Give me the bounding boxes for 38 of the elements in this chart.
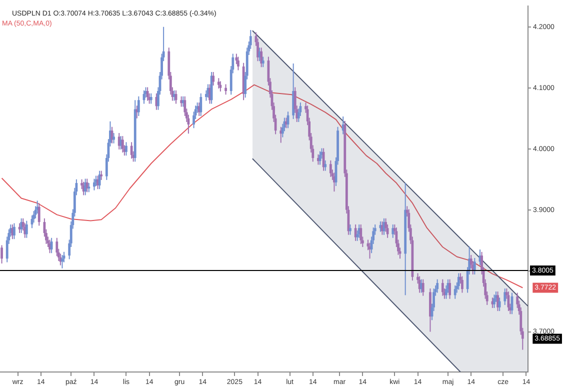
candlestick bbox=[360, 224, 362, 244]
candlestick bbox=[262, 56, 264, 68]
candlestick bbox=[56, 237, 58, 257]
candlestick bbox=[25, 220, 28, 238]
candlestick bbox=[212, 72, 215, 86]
candlestick bbox=[507, 291, 510, 312]
candlestick bbox=[200, 92, 202, 116]
candlestick bbox=[493, 294, 496, 308]
candlestick bbox=[146, 86, 149, 102]
candlestick bbox=[219, 80, 222, 92]
candlestick bbox=[324, 160, 327, 172]
candlestick bbox=[98, 170, 101, 190]
candlestick bbox=[50, 237, 53, 254]
candlestick bbox=[473, 257, 476, 275]
candlestick bbox=[121, 136, 124, 154]
candlestick bbox=[130, 142, 133, 160]
candlestick bbox=[441, 278, 444, 296]
candlestick bbox=[498, 297, 501, 312]
candlestick bbox=[93, 178, 96, 191]
candlestick bbox=[136, 105, 138, 119]
candlestick bbox=[0, 244, 3, 264]
candlestick bbox=[237, 56, 240, 71]
candlestick bbox=[354, 224, 357, 242]
candlestick bbox=[61, 254, 64, 269]
candlestick bbox=[13, 222, 16, 240]
candlestick bbox=[112, 132, 115, 144]
candlestick bbox=[422, 278, 424, 296]
candlestick bbox=[217, 78, 220, 90]
candlestick bbox=[448, 278, 451, 300]
candlestick bbox=[38, 202, 40, 226]
candlestick bbox=[224, 84, 227, 96]
candlestick bbox=[322, 148, 325, 172]
candlestick bbox=[88, 182, 90, 193]
candlestick bbox=[20, 218, 23, 234]
candlestick bbox=[496, 291, 499, 312]
candlestick bbox=[349, 224, 352, 236]
candlestick bbox=[125, 142, 128, 156]
candlestick bbox=[461, 276, 464, 294]
